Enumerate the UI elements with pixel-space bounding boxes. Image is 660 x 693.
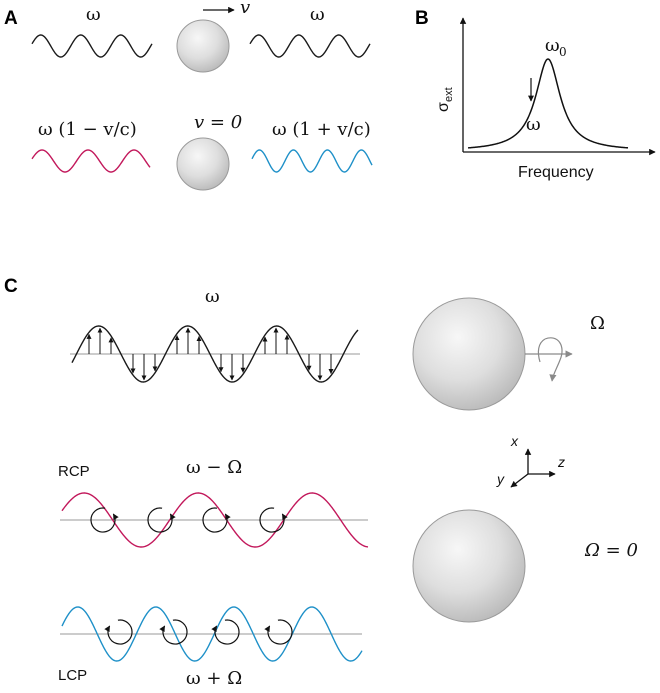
wave-a-top-right: [249, 34, 371, 58]
omega-label-a-right: ω: [310, 4, 325, 25]
lcp-rotation-arrow: [264, 619, 293, 645]
rotation-label: Ω: [590, 313, 605, 334]
b-xlabel: Frequency: [518, 164, 594, 181]
omega-zero-label: Ω = 0: [584, 540, 638, 561]
rcp-rotation-arrow: [202, 507, 231, 533]
wave-a-top-left: [31, 34, 153, 58]
lcp-circular-arrows: [104, 619, 293, 645]
lcp-rotation-arrow: [104, 619, 133, 645]
lcp-label: LCP: [58, 667, 87, 684]
peak-label: ω: [545, 35, 560, 56]
rcp-frequency: ω − Ω: [186, 457, 242, 478]
rcp-rotation-arrow: [90, 507, 119, 533]
peak-label-sub: 0: [559, 45, 567, 59]
rcp-rotation-arrow: [147, 507, 176, 533]
axis-x-label: x: [510, 433, 519, 449]
c-top-field-arrows: [86, 327, 334, 381]
ylabel-sub: ext: [443, 87, 455, 102]
lcp-rotation-arrow: [159, 619, 188, 645]
wave-a-blue: [251, 149, 373, 173]
coordinate-axes: x z y: [496, 433, 565, 488]
rcp-label: RCP: [58, 463, 90, 480]
omega-label-c-top: ω: [205, 286, 220, 307]
wave-a-red: [31, 149, 151, 173]
axis-y: [510, 473, 529, 488]
axis-z-label: z: [557, 454, 565, 470]
sphere-c-rotating: [412, 297, 526, 411]
blueshift-label: ω (1 + v/c): [272, 119, 371, 140]
panel-b-label: B: [415, 8, 429, 29]
v-zero-label: v = 0: [194, 112, 242, 133]
resonance-curve: [467, 58, 629, 149]
rcp-circular-arrows: [90, 507, 288, 533]
wave-rcp: [61, 492, 369, 548]
panel-a-label: A: [4, 8, 18, 29]
omega-label-a-left: ω: [86, 4, 101, 25]
sphere-a-static: [176, 137, 230, 191]
probe-label: ω: [526, 114, 541, 135]
rcp-rotation-arrow: [259, 507, 288, 533]
axis-y-label: y: [496, 471, 505, 487]
rotation-arrow-back: [537, 338, 546, 363]
lcp-frequency: ω + Ω: [186, 668, 242, 689]
velocity-label: v: [240, 0, 250, 18]
lcp-rotation-arrow: [211, 619, 240, 645]
ylabel-sigma: σ: [435, 102, 452, 112]
redshift-label: ω (1 − v/c): [38, 119, 137, 140]
sphere-c-static: [412, 509, 526, 623]
wave-lcp: [61, 606, 363, 662]
b-ylabel: σ ext: [435, 87, 455, 112]
sphere-a-moving: [176, 19, 230, 73]
wave-c-top: [71, 325, 359, 383]
rotation-arrow: [544, 337, 563, 382]
panel-c-label: C: [4, 276, 18, 297]
